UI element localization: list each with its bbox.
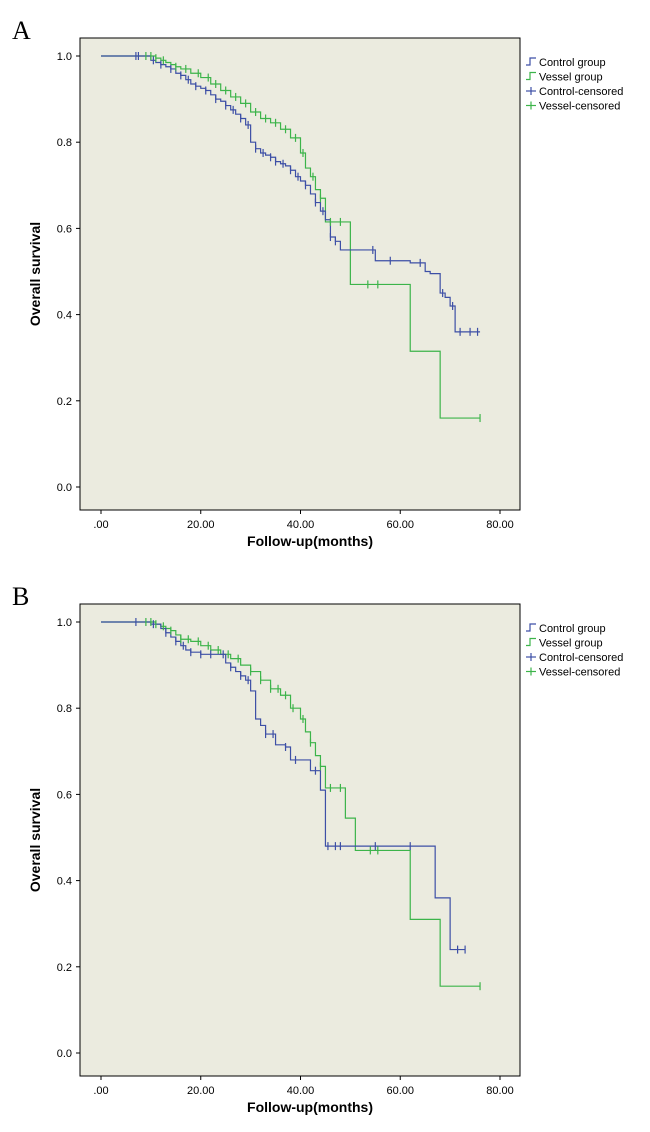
legend-item: Control-censored [539,652,623,664]
x-tick-label: 80.00 [486,1085,514,1097]
y-tick-label: 0.0 [57,482,72,494]
legend-item: Control group [539,623,606,635]
legend-item: Control group [539,57,606,69]
km-plot-b: 0.0 0.2 0.4 0.6 0.8 1.0 .00 20.00 40.00 60.00 80.0… [27,603,623,1115]
legend-item: Control-censored [539,86,623,98]
legend-item: Vessel group [539,638,603,650]
survival-chart-a: A 0.0 0.2 0.4 0.6 0.8 1.0 .00 20.00 40.00 60.00 80… [12,16,623,549]
y-tick-label: 0.6 [57,223,72,235]
x-tick-label: 60.00 [386,519,414,531]
x-tick-label: 80.00 [486,519,514,531]
y-tick-label: 1.0 [57,617,72,629]
survival-chart-b: B 0.0 0.2 0.4 0.6 0.8 1.0 .00 20.00 40.00 60.00 80… [0,566,650,1132]
legend-item: Vessel group [539,72,603,84]
y-tick-label: 0.4 [57,876,72,888]
y-tick-label: 0.0 [57,1048,72,1060]
km-plot-a: 0.0 0.2 0.4 0.6 0.8 1.0 .00 20.00 40.00 60.00 80.0… [27,37,623,549]
legend-control-line-icon [526,623,536,632]
y-tick-label: 0.8 [57,137,72,149]
vessel-group-curve [101,621,481,987]
legend-item: Vessel-censored [539,667,620,679]
legend-vessel-line-icon [526,637,536,647]
panel-label-b: B [12,582,30,611]
x-tick-label: 40.00 [287,519,315,531]
y-tick-label: 1.0 [57,51,72,63]
y-tick-label: 0.2 [57,962,72,974]
x-tick-label: 40.00 [287,1085,315,1097]
y-tick-label: 0.4 [57,310,72,322]
y-axis-title: Overall survival [27,788,43,892]
legend-vessel-line-icon [526,71,536,81]
plot-area [79,37,521,511]
x-tick-label: 20.00 [187,519,215,531]
x-axis-title: Follow-up(months) [247,533,373,549]
legend-item: Vessel-censored [539,101,620,113]
x-axis-title: Follow-up(months) [247,1099,373,1115]
x-tick-label: .00 [93,1085,108,1097]
legend-control-line-icon [526,57,536,66]
plot-area [79,603,521,1077]
y-tick-label: 0.6 [57,789,72,801]
x-tick-label: 20.00 [187,1085,215,1097]
y-tick-label: 0.2 [57,396,72,408]
x-tick-label: 60.00 [386,1085,414,1097]
y-axis-title: Overall survival [27,222,43,326]
panel-label-a: A [12,16,31,45]
control-group-curve [101,55,481,333]
y-tick-label: 0.8 [57,703,72,715]
x-tick-label: .00 [93,519,108,531]
